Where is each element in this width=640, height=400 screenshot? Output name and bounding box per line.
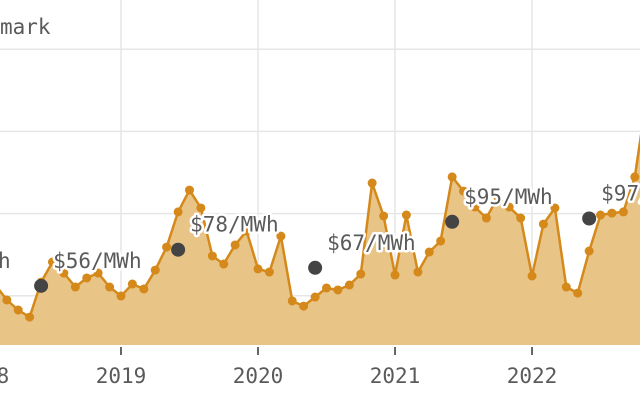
point bbox=[447, 172, 457, 182]
point bbox=[127, 279, 137, 289]
point bbox=[607, 208, 617, 218]
point bbox=[584, 246, 594, 256]
point bbox=[493, 192, 503, 202]
point bbox=[344, 280, 354, 290]
point bbox=[436, 236, 446, 246]
annotation-label: $56/MWh bbox=[53, 249, 142, 273]
annotation-label: $67/MWh bbox=[327, 231, 416, 255]
point bbox=[527, 271, 537, 281]
point bbox=[550, 203, 560, 213]
point bbox=[93, 268, 103, 278]
point bbox=[47, 257, 57, 267]
annotation-dot bbox=[34, 278, 49, 293]
point bbox=[59, 268, 69, 278]
point bbox=[561, 282, 571, 292]
point bbox=[516, 213, 526, 223]
plot bbox=[0, 133, 640, 345]
point bbox=[116, 291, 126, 301]
point bbox=[322, 283, 332, 293]
x-tick-label: 2018 bbox=[0, 364, 9, 388]
x-tick-label: 2021 bbox=[370, 364, 421, 388]
point bbox=[367, 178, 377, 188]
point bbox=[573, 288, 583, 298]
point bbox=[82, 273, 92, 283]
point bbox=[618, 207, 628, 217]
x-tick-label: 2022 bbox=[507, 364, 558, 388]
point bbox=[219, 259, 229, 269]
title-fragment: mark bbox=[0, 15, 51, 39]
point bbox=[481, 213, 491, 223]
annotation-dot bbox=[582, 211, 597, 226]
point bbox=[287, 296, 297, 306]
legend-box bbox=[0, 8, 68, 48]
point bbox=[150, 265, 160, 275]
point bbox=[379, 211, 389, 221]
point bbox=[390, 270, 400, 280]
point bbox=[173, 207, 183, 217]
point bbox=[299, 301, 309, 311]
annotation-dot bbox=[171, 242, 186, 257]
point bbox=[253, 264, 263, 274]
annotation-label: $97/MWh bbox=[601, 182, 640, 206]
point bbox=[596, 210, 606, 220]
point bbox=[470, 202, 480, 212]
point bbox=[13, 305, 23, 315]
point bbox=[424, 247, 434, 257]
point bbox=[333, 285, 343, 295]
line bbox=[0, 133, 640, 319]
annotation-label: $95/MWh bbox=[464, 185, 553, 209]
point bbox=[70, 282, 80, 292]
annotation-dot bbox=[308, 260, 323, 275]
point bbox=[184, 185, 194, 195]
point bbox=[401, 210, 411, 220]
point bbox=[538, 219, 548, 229]
point bbox=[196, 203, 206, 213]
point bbox=[310, 292, 320, 302]
annotations: $56/MWh $78/MWh $67/MWh $95/MWh $97/MWh bbox=[34, 179, 640, 293]
point bbox=[162, 242, 172, 252]
point bbox=[242, 226, 252, 236]
annotation-fragment: h bbox=[0, 249, 11, 273]
area bbox=[0, 141, 640, 345]
point bbox=[264, 267, 274, 277]
annotation-dot bbox=[445, 214, 460, 229]
point bbox=[504, 202, 514, 212]
x-tick-label: 2019 bbox=[96, 364, 147, 388]
point bbox=[105, 282, 115, 292]
point bbox=[276, 231, 286, 241]
point bbox=[459, 186, 469, 196]
point bbox=[630, 172, 640, 182]
point bbox=[139, 284, 149, 294]
point bbox=[25, 312, 35, 322]
point bbox=[413, 267, 423, 277]
annotation-label: $78/MWh bbox=[190, 213, 279, 237]
point bbox=[356, 269, 366, 279]
point bbox=[230, 240, 240, 250]
point bbox=[207, 251, 217, 261]
x-tick-label: 2020 bbox=[233, 364, 284, 388]
point bbox=[2, 295, 12, 305]
